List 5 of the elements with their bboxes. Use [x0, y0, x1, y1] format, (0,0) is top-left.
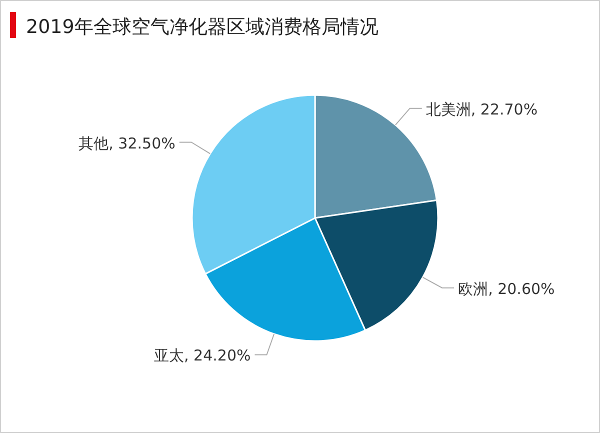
slice-label: 北美洲, 22.70% [426, 100, 538, 118]
chart-title: 2019年全球空气净化器区域消费格局情况 [26, 16, 378, 38]
slice-label: 欧洲, 20.60% [458, 280, 555, 298]
slice-label: 亚太, 24.20% [154, 346, 251, 365]
slice-label: 其他, 32.50% [78, 134, 176, 152]
